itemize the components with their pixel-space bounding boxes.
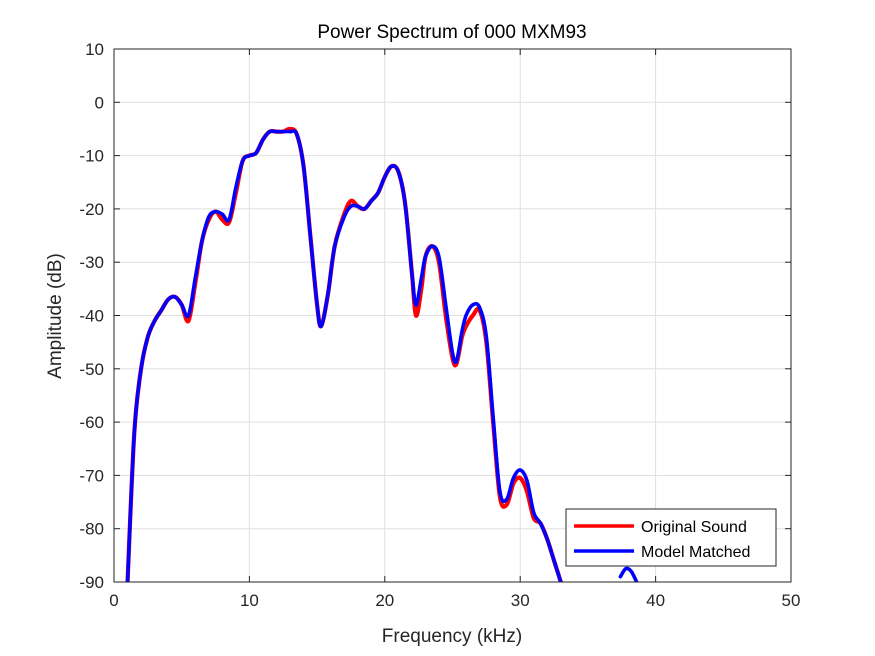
series-line-model-matched bbox=[125, 129, 639, 582]
legend-box bbox=[565, 508, 777, 567]
x-axis-label: Frequency (kHz) bbox=[382, 626, 522, 647]
y-tick-label: 0 bbox=[95, 93, 104, 112]
y-tick-label: -90 bbox=[79, 573, 104, 592]
y-axis-label: Amplitude (dB) bbox=[45, 253, 66, 379]
x-tick-label: 30 bbox=[511, 591, 530, 610]
y-tick-label: -40 bbox=[79, 307, 104, 326]
y-tick-label: 10 bbox=[85, 40, 104, 59]
chart-title: Power Spectrum of 000 MXM93 bbox=[317, 22, 586, 43]
y-tick-label: -80 bbox=[79, 520, 104, 539]
data-series bbox=[125, 126, 639, 582]
y-tick-label: -10 bbox=[79, 147, 104, 166]
y-tick-label: -50 bbox=[79, 360, 104, 379]
x-tick-label: 40 bbox=[646, 591, 665, 610]
x-tick-label: 0 bbox=[109, 591, 118, 610]
y-tick-label: -60 bbox=[79, 413, 104, 432]
legend: Original Sound Model Matched bbox=[565, 508, 777, 567]
grid-lines bbox=[114, 49, 791, 582]
y-tick-label: -20 bbox=[79, 200, 104, 219]
axis-tick-labels: 0 10 20 30 40 50 10 0 -10 -20 -30 -40 -50 -60 -70 -80 -9… bbox=[79, 40, 800, 610]
y-tick-label: -70 bbox=[79, 466, 104, 485]
axis-ticks bbox=[113, 48, 792, 583]
x-tick-label: 50 bbox=[782, 591, 801, 610]
legend-label-model-matched: Model Matched bbox=[641, 544, 750, 561]
legend-label-original-sound: Original Sound bbox=[641, 519, 747, 536]
x-tick-label: 20 bbox=[375, 591, 394, 610]
x-tick-label: 10 bbox=[240, 591, 259, 610]
y-tick-label: -30 bbox=[79, 253, 104, 272]
